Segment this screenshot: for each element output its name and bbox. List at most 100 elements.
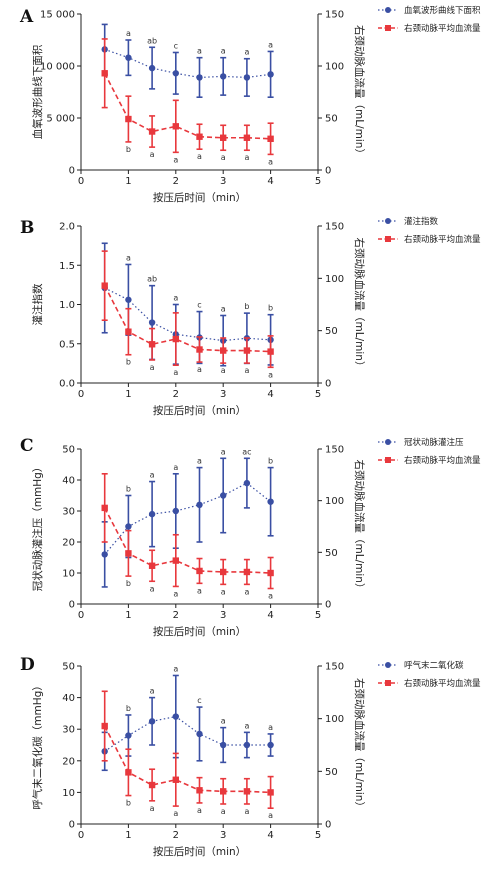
series-line — [104, 482, 271, 555]
significance-label: a — [126, 29, 131, 38]
data-point — [196, 74, 203, 81]
legend-item: 右颈动脉平均血流量 — [378, 23, 481, 34]
significance-label: ac — [242, 447, 251, 456]
x-tick-label: 1 — [125, 389, 131, 400]
data-point — [101, 282, 108, 289]
legend-marker — [385, 662, 391, 668]
significance-label: a — [268, 592, 273, 601]
x-axis-label: 按压后时间（min） — [153, 191, 246, 204]
y-right-tick-label: 50 — [325, 767, 338, 778]
y-axis-right-label: 右颈动脉血流量（mL/min） — [353, 25, 366, 159]
data-point — [125, 769, 132, 776]
x-tick-label: 5 — [315, 830, 321, 841]
legend-label: 右颈动脉平均血流量 — [404, 455, 481, 466]
y-left-tick-label: 10 — [62, 569, 75, 580]
significance-label: a — [244, 48, 249, 57]
y-left-tick-label: 1.5 — [59, 261, 75, 272]
data-point — [267, 741, 274, 749]
y-left-tick-label: 30 — [62, 507, 75, 518]
significance-label: b — [126, 358, 131, 367]
x-tick-label: 3 — [220, 610, 226, 621]
data-point — [243, 347, 251, 354]
series-flow: b a a a a a a — [101, 38, 274, 166]
y-left-tick-label: 30 — [62, 725, 75, 736]
significance-label: a — [268, 370, 273, 379]
series-line — [103, 72, 271, 140]
significance-label: a — [173, 155, 178, 164]
data-point — [243, 568, 251, 576]
legend-label: 灌注指数 — [404, 216, 439, 227]
significance-label: a — [244, 366, 249, 375]
legend-marker — [385, 7, 391, 13]
significance-label: a — [268, 811, 273, 820]
significance-label: a — [173, 463, 178, 472]
y-left-tick-label: 0 — [69, 820, 75, 831]
significance-label: b — [268, 304, 273, 313]
panel-d: D0 1 2 3 4 501020304050050100150按压后时间（min）呼气末… — [20, 655, 481, 858]
x-tick-label: 4 — [267, 176, 273, 187]
significance-label: c — [174, 41, 178, 50]
legend-item: 灌注指数 — [378, 216, 439, 227]
significance-label: b — [126, 579, 131, 588]
data-point — [148, 562, 156, 569]
x-tick-label: 3 — [220, 176, 226, 187]
legend-marker — [385, 439, 391, 445]
significance-label: a — [173, 368, 178, 377]
significance-label: a — [197, 457, 202, 466]
data-point — [220, 134, 227, 141]
series-flow: b a a a a a a — [101, 250, 274, 379]
x-axis-label: 按压后时间（min） — [153, 625, 246, 638]
x-tick-label: 5 — [315, 176, 321, 187]
significance-label: a — [197, 47, 202, 56]
significance-label: a — [221, 153, 226, 162]
legend-marker — [385, 25, 391, 31]
data-point — [220, 492, 227, 499]
y-left-tick-label: 10 — [62, 788, 75, 799]
data-point — [172, 70, 179, 77]
data-point — [172, 557, 179, 564]
y-left-tick-label: 0 — [69, 600, 75, 611]
significance-label: a — [244, 153, 249, 162]
significance-label: a — [244, 807, 249, 816]
data-point — [267, 348, 274, 355]
panel-letter: B — [20, 218, 34, 238]
significance-label: b — [126, 704, 131, 713]
legend-label: 冠状动脉灌注压 — [404, 437, 464, 448]
data-point — [267, 135, 274, 142]
series-line — [103, 507, 271, 574]
significance-label: a — [221, 717, 226, 726]
significance-label: a — [268, 723, 273, 732]
significance-label: a — [173, 664, 178, 673]
significance-label: a — [244, 721, 249, 730]
significance-label: a — [150, 150, 155, 159]
significance-label: a — [221, 366, 226, 375]
data-point — [125, 296, 132, 303]
y-axis-left-label: 血氧波形曲线下面积 — [31, 44, 44, 139]
significance-label: b — [244, 302, 249, 311]
legend-item: 右颈动脉平均血流量 — [378, 678, 481, 689]
legend-label: 右颈动脉平均血流量 — [404, 23, 481, 34]
significance-label: a — [150, 804, 155, 813]
y-right-tick-label: 0 — [325, 166, 331, 177]
y-right-tick-label: 50 — [325, 548, 338, 559]
data-point — [148, 341, 156, 348]
y-axis-right-label: 右颈动脉血流量（mL/min） — [353, 678, 366, 812]
y-right-tick-label: 150 — [325, 662, 344, 673]
data-point — [101, 722, 108, 730]
data-point — [172, 713, 179, 720]
data-point — [220, 347, 227, 354]
x-tick-label: 2 — [173, 176, 179, 187]
series-flow: b a a a a a a — [101, 690, 274, 820]
y-axis-left-label: 灌注指数 — [31, 283, 44, 325]
data-point — [148, 319, 156, 326]
significance-label: a — [197, 152, 202, 161]
data-point — [172, 335, 179, 343]
data-point — [243, 741, 251, 749]
y-left-tick-label: 50 — [62, 662, 75, 673]
y-left-tick-label: 10 000 — [40, 62, 75, 73]
legend-item: 右颈动脉平均血流量 — [378, 234, 481, 245]
data-point — [101, 551, 108, 558]
data-point — [101, 504, 108, 512]
